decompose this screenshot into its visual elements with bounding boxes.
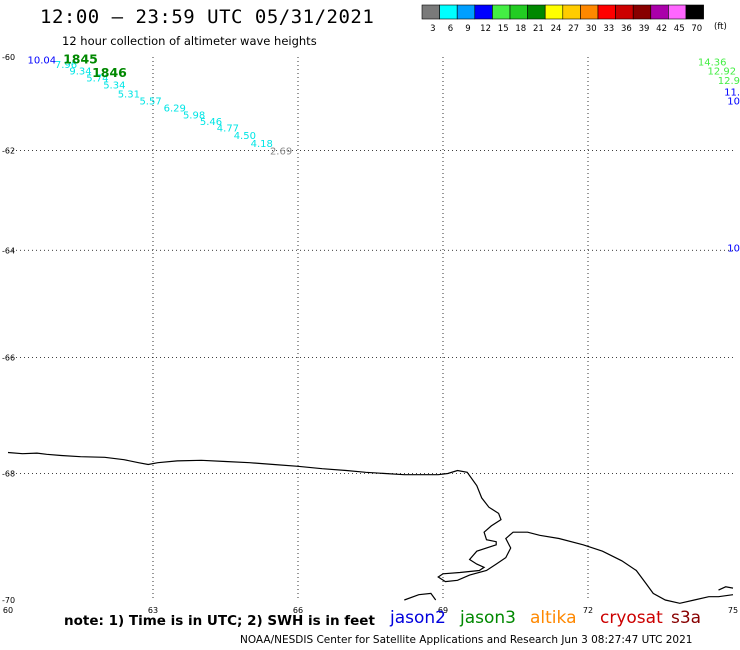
wave-height-value: 6.29 [164,104,186,115]
satellite-legend-s3a: s3a [671,608,702,628]
wave-height-value: 5.34 [103,80,125,91]
colorbar-tick-label: 39 [639,24,650,34]
colorbar-swatch [562,4,581,20]
colorbar-swatch [685,4,704,20]
longitude-tick-label: 75 [728,606,738,615]
map-subtitle: 12 hour collection of altimeter wave hei… [62,34,317,48]
wave-height-value: 5.74 [86,74,108,85]
coastline [718,586,734,591]
longitude-tick-label: 72 [583,606,593,615]
colorbar-swatch [509,4,528,20]
colorbar-tick-label: 27 [568,24,579,34]
colorbar-tick-label: 15 [498,24,509,34]
colorbar-swatch [668,4,687,20]
colorbar-swatch [597,4,616,20]
colorbar-swatch [492,4,511,20]
colorbar-tick-label: 12 [480,24,491,34]
wave-height-value: 4.18 [251,139,273,150]
wave-height-value: 10 [727,97,740,108]
colorbar-tick-label: 21 [533,24,544,34]
colorbar-swatch [650,4,669,20]
wave-height-value: 10 [727,244,740,255]
track-time-label: 1846 [92,65,127,80]
footer-note: note: 1) Time is in UTC; 2) SWH is in fe… [64,613,375,629]
colorbar-swatch [544,4,564,20]
colorbar-tick-label: 6 [448,24,453,34]
wave-height-value: 9.34 [69,67,91,78]
colorbar-tick-label: 18 [515,24,526,34]
longitude-tick-label: 66 [293,606,303,615]
map-title: 12:00 – 23:59 UTC 05/31/2021 [40,6,375,28]
colorbar-swatch [615,4,634,20]
satellite-legend-cryosat: cryosat [600,608,663,628]
colorbar-tick-label: 3 [430,24,435,34]
wave-height-value: 14.36 [698,58,727,69]
wave-height-value: 5.46 [200,117,222,128]
colorbar-tick-label: 36 [621,24,632,34]
wave-height-value: 5.31 [118,90,140,101]
latitude-tick-label: -68 [2,470,15,479]
wave-height-value: 5.57 [139,97,161,108]
wave-height-value: 4.50 [234,131,256,142]
wave-height-value: 4.77 [217,123,239,134]
colorbar-tick-label: 45 [674,24,685,34]
colorbar-swatch [439,4,458,20]
colorbar-tick-label: 30 [586,24,597,34]
longitude-tick-label: 60 [3,606,13,615]
colorbar-tick-label: 9 [465,24,470,34]
coastline [7,451,734,604]
colorbar-tick-label: 33 [603,24,614,34]
colorbar-swatch [474,4,493,20]
colorbar-swatch [421,4,440,20]
satellite-legend-jason3: jason3 [460,608,516,628]
footer-credit: NOAA/NESDIS Center for Satellite Applica… [240,634,693,646]
longitude-tick-label: 63 [148,606,158,615]
latitude-tick-label: -64 [2,246,15,255]
latitude-tick-label: -70 [2,596,15,605]
wave-height-value: 11. [724,87,740,98]
wave-height-value: 12.9 [718,76,740,87]
latitude-tick-label: -60 [2,53,15,62]
latitude-tick-label: -66 [2,354,15,363]
colorbar-swatch [632,4,652,20]
wave-height-value: 2.69 [270,146,292,157]
colorbar-swatch [456,4,476,20]
track-time-label: 1845 [63,51,98,66]
colorbar-swatch [527,4,546,20]
colorbar-tick-label: 24 [551,24,562,34]
longitude-tick-label: 69 [438,606,448,615]
wave-height-value: 5.98 [183,111,205,122]
coastline [404,592,437,601]
latitude-tick-label: -62 [2,146,15,155]
wave-height-value: 10.04 [28,55,57,66]
satellite-legend-jason2: jason2 [390,608,446,628]
colorbar-tick-label: 42 [656,24,667,34]
satellite-legend-altika: altika [530,608,577,628]
wave-height-value: 7.96 [55,60,77,71]
colorbar-swatch [580,4,599,20]
colorbar-tick-label: 70 [691,24,702,34]
colorbar-unit: (ft) [714,22,727,32]
wave-height-value: 12.92 [708,67,737,78]
